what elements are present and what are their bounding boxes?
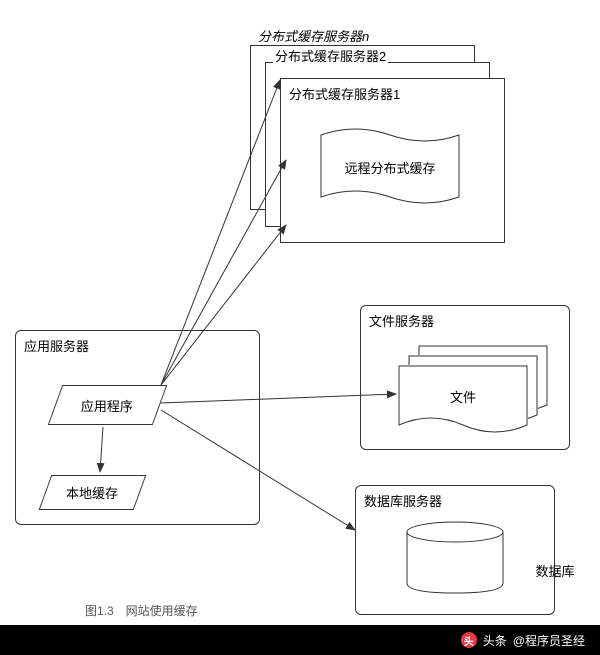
toutiao-icon: 头 bbox=[461, 632, 477, 648]
app-server-title: 应用服务器 bbox=[24, 336, 89, 355]
remote-cache-doc: 远程分布式缓存 bbox=[320, 127, 460, 205]
file-label: 文件 bbox=[398, 387, 528, 406]
cache-server-2-title: 分布式缓存服务器2 bbox=[273, 46, 388, 65]
db-cylinder: 数据库 bbox=[405, 520, 505, 595]
remote-cache-label: 远程分布式缓存 bbox=[320, 158, 460, 177]
figure-caption: 图1.3 网站使用缓存 bbox=[85, 602, 198, 619]
file-doc-1: 文件 bbox=[398, 365, 528, 435]
cache-server-1-title: 分布式缓存服务器1 bbox=[289, 84, 400, 103]
footer-author: @程序员圣经 bbox=[513, 632, 585, 649]
cache-server-n-title: 分布式缓存服务器n bbox=[258, 26, 369, 45]
db-label: 数据库 bbox=[505, 561, 600, 580]
local-cache-shape: 本地缓存 bbox=[39, 475, 147, 510]
app-program-shape: 应用程序 bbox=[48, 385, 168, 425]
footer-brand: 头条 bbox=[483, 632, 507, 649]
local-cache-label: 本地缓存 bbox=[66, 483, 118, 502]
app-program-label: 应用程序 bbox=[81, 396, 133, 415]
file-server-title: 文件服务器 bbox=[369, 311, 434, 330]
db-server-title: 数据库服务器 bbox=[364, 491, 442, 510]
footer-bar: 头 头条 @程序员圣经 bbox=[0, 625, 600, 655]
